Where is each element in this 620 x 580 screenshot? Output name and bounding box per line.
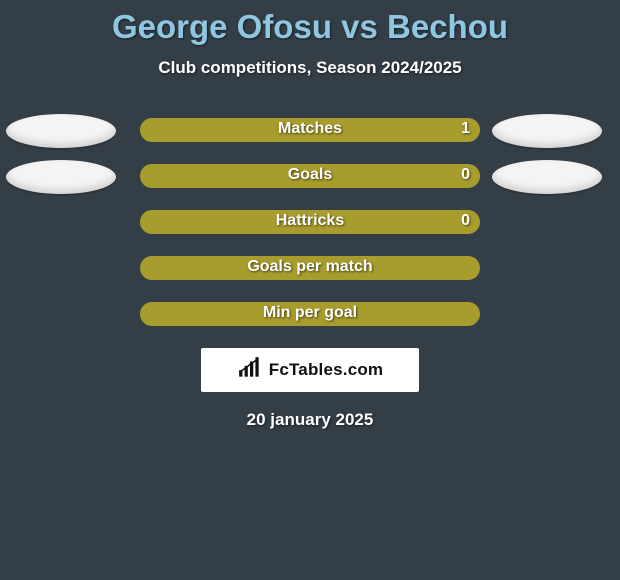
player-avatar-left xyxy=(6,114,116,148)
bar-right xyxy=(310,118,480,142)
bar-track xyxy=(140,302,480,326)
stat-value-right: 1 xyxy=(461,120,470,138)
date-line: 20 january 2025 xyxy=(0,410,620,430)
stat-value-right: 0 xyxy=(461,212,470,230)
bar-left xyxy=(140,210,310,234)
bar-right xyxy=(310,256,480,280)
bar-right xyxy=(310,210,480,234)
bar-left xyxy=(140,164,310,188)
bar-left xyxy=(140,118,310,142)
stat-row: Min per goal xyxy=(0,302,620,326)
stat-row: Goals per match xyxy=(0,256,620,280)
comparison-infographic: George Ofosu vs Bechou Club competitions… xyxy=(0,0,620,580)
stat-row: Goals0 xyxy=(0,164,620,188)
player-avatar-left xyxy=(6,160,116,194)
stat-row: Hattricks0 xyxy=(0,210,620,234)
page-subtitle: Club competitions, Season 2024/2025 xyxy=(0,58,620,78)
brand-badge[interactable]: FcTables.com xyxy=(201,348,419,392)
bar-right xyxy=(310,164,480,188)
player-avatar-right xyxy=(492,114,602,148)
bar-track xyxy=(140,164,480,188)
bar-left xyxy=(140,302,310,326)
bar-chart-icon xyxy=(237,357,263,384)
bar-track xyxy=(140,256,480,280)
stat-row: Matches1 xyxy=(0,118,620,142)
player-avatar-right xyxy=(492,160,602,194)
comparison-chart: Matches1 Goals0 Hattricks0 Goals per match M… xyxy=(0,118,620,326)
bar-track xyxy=(140,118,480,142)
page-title: George Ofosu vs Bechou xyxy=(0,0,620,46)
bar-right xyxy=(310,302,480,326)
bar-track xyxy=(140,210,480,234)
brand-text: FcTables.com xyxy=(269,360,384,380)
bar-left xyxy=(140,256,310,280)
stat-value-right: 0 xyxy=(461,166,470,184)
